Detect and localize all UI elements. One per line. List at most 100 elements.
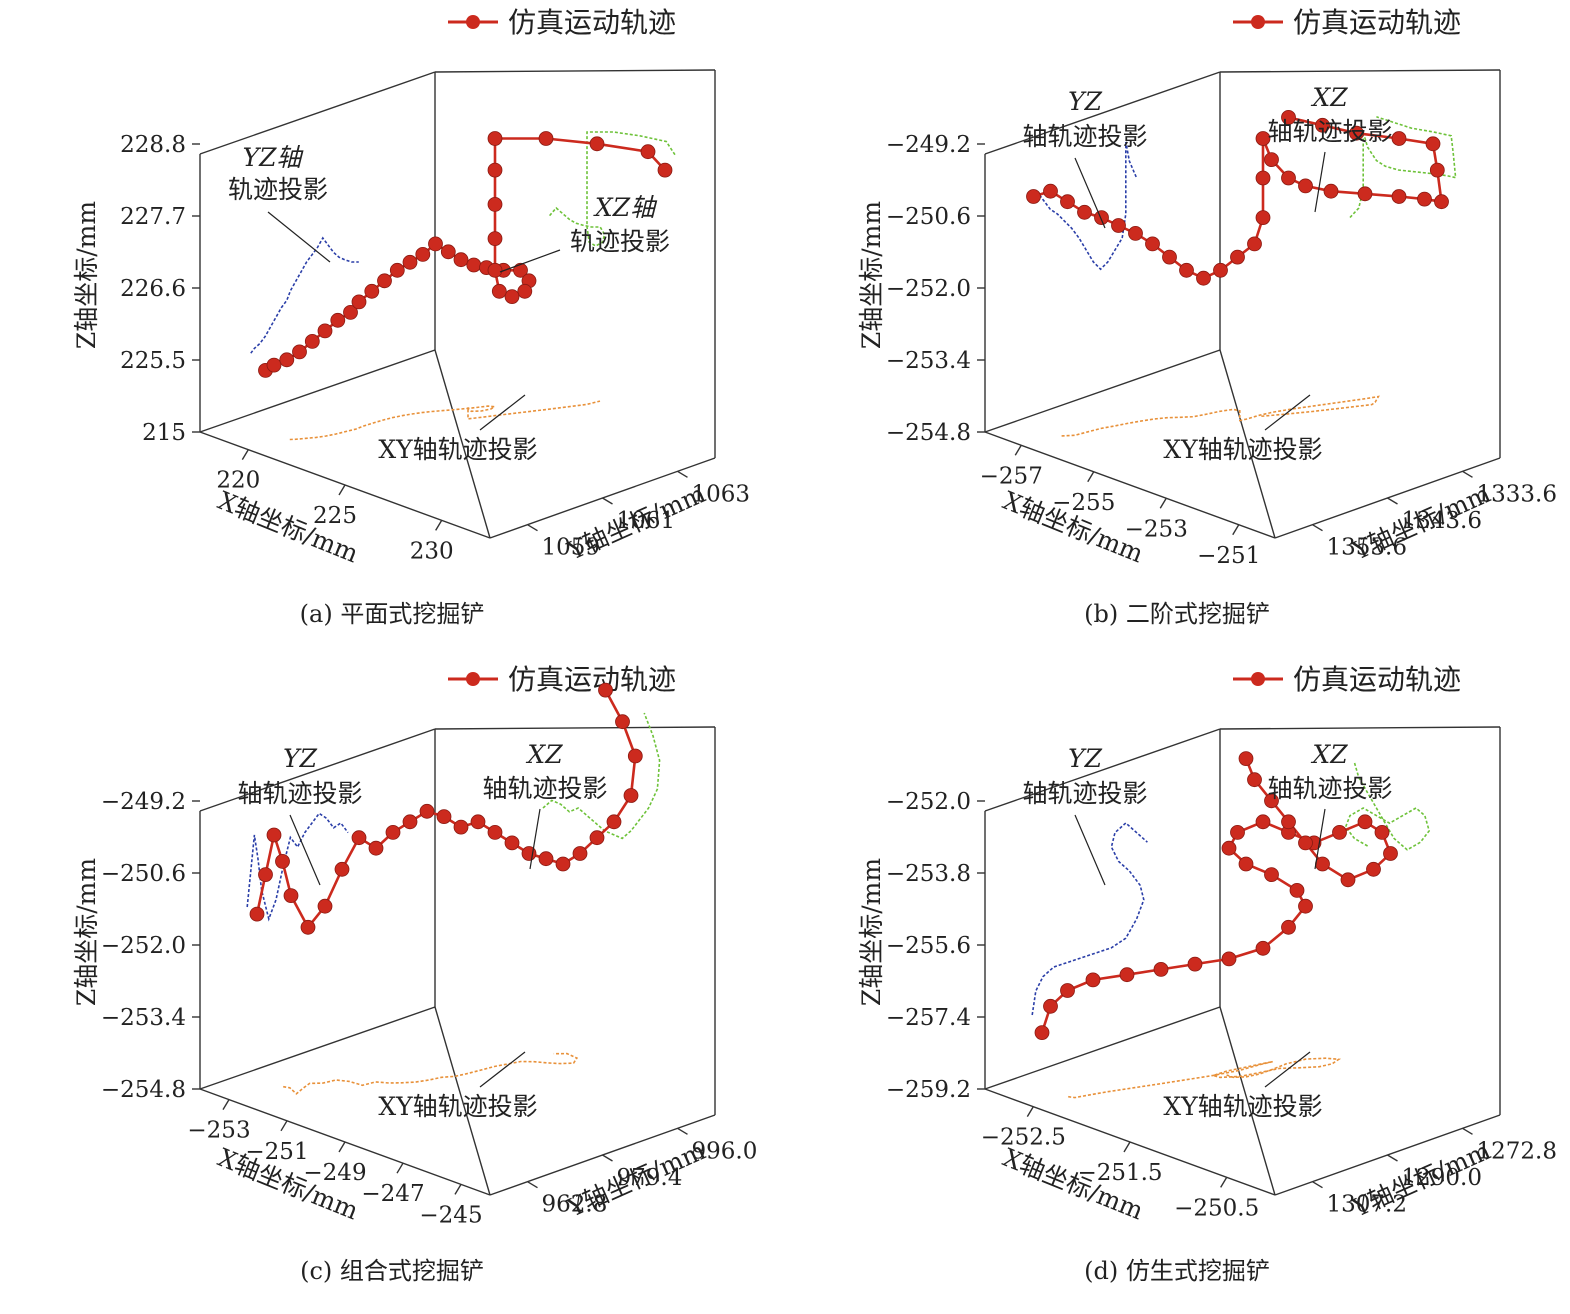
anno-xz-leader-b [1314, 151, 1326, 213]
x-tick-label-b-1: −255 [1052, 490, 1115, 516]
z-tick-label-c-2: −252.0 [101, 933, 186, 959]
x-tick-label-d-0: −252.5 [981, 1125, 1066, 1151]
anno-yz-leader-b [1074, 157, 1106, 229]
y-tick-label-d-1: 1290.0 [1402, 1165, 1482, 1191]
sim-point-c-17 [504, 835, 520, 851]
sim-point-d-7 [1221, 951, 1237, 967]
axis-line-c-4 [199, 728, 436, 812]
axis-line-d-1 [1219, 1006, 1276, 1196]
axis-line-b-0 [984, 349, 1221, 433]
sim-point-a-5 [317, 323, 333, 339]
anno-xz-2-b: 轴轨迹投影 [1267, 117, 1392, 146]
sim-point-d-21 [1374, 824, 1390, 840]
anno-xy-leader-d [1264, 1051, 1311, 1088]
z-tick-label-b-2: −252.0 [886, 276, 971, 302]
sim-point-a-32 [640, 144, 656, 160]
x-tick-d-1 [1123, 1141, 1131, 1153]
x-tick-c-2 [338, 1141, 346, 1153]
axis-line-c-0 [199, 1006, 436, 1090]
z-tick-label-c-3: −253.4 [101, 1005, 186, 1031]
y-tick-label-b-1: 1343.6 [1402, 508, 1482, 534]
y-tick-label-a-2: 1059 [542, 535, 601, 561]
sim-point-b-13 [1247, 236, 1262, 252]
z-axis-label-b: Z轴坐标/mm [857, 201, 886, 349]
sim-point-d-26 [1298, 835, 1313, 851]
sim-point-b-7 [1145, 236, 1160, 252]
y-axis-label-c: Y轴坐标/mm [562, 1136, 710, 1223]
sim-point-a-14 [428, 236, 443, 252]
y-tick-label-b-0: 1333.6 [1477, 481, 1557, 507]
anno-xy-leader-c [479, 1051, 526, 1088]
sim-point-d-13 [1238, 856, 1254, 872]
sim-point-b-11 [1213, 262, 1228, 278]
sim-trajectory-line-c [255, 689, 637, 930]
anno-yz-2-b: 轴轨迹投影 [1022, 122, 1147, 151]
sim-point-a-28 [487, 162, 503, 178]
chart-panel-b: 仿真运动轨迹 −249.2 −250.6 −252.0 −253.4 −254.8 −257… [785, 0, 1570, 657]
sim-point-c-5 [300, 919, 316, 935]
sim-point-c-16 [487, 824, 503, 840]
xy-projection-d [1068, 1057, 1342, 1099]
xz-projection-c [542, 712, 661, 840]
x-tick-b-3 [1232, 524, 1240, 536]
anno-xz-1-d: XZ [1310, 740, 1348, 769]
y-tick-b-2 [1312, 524, 1323, 532]
chart-svg-c: 仿真运动轨迹 −249.2 −250.6 −252.0 −253.4 −254.8−253… [72, 663, 757, 1285]
sim-point-a-33 [657, 162, 673, 178]
sim-point-b-1 [1043, 183, 1058, 199]
sim-point-b-25 [1429, 162, 1445, 178]
sim-point-a-26 [487, 231, 503, 247]
yz-projection-b [1028, 141, 1138, 271]
x-tick-c-4 [454, 1184, 462, 1195]
z-axis-label-c: Z轴坐标/mm [72, 858, 101, 1006]
chart-svg-a: 仿真运动轨迹 228.8 227.7 226.6 225.5 215 220 225 230 10… [72, 6, 750, 628]
xz-projection-a [548, 131, 676, 247]
anno-xz-leader-c [529, 808, 541, 870]
z-tick-label-a-0: 228.8 [120, 132, 186, 158]
anno-xz-leader-a [499, 249, 561, 273]
axis-floor-front-b [984, 431, 1276, 539]
sim-point-c-1 [258, 867, 273, 883]
sim-point-c-12 [419, 803, 435, 819]
axis-line-c-1 [434, 1006, 491, 1196]
sim-point-b-3 [1077, 204, 1092, 220]
x-tick-b-1 [1087, 471, 1095, 483]
sim-point-c-11 [402, 814, 418, 830]
y-tick-label-b-2: 1353.6 [1327, 535, 1407, 561]
z-tick-label-c-1: −250.6 [101, 861, 186, 887]
caption-b: (b) 二阶式挖掘铲 [1084, 600, 1270, 628]
anno-xy-c: XY轴轨迹投影 [378, 1092, 537, 1121]
caption-c: (c) 组合式挖掘铲 [300, 1257, 484, 1285]
sim-point-d-23 [1366, 861, 1381, 877]
legend-label-d: 仿真运动轨迹 [1293, 663, 1461, 696]
sim-point-b-10 [1196, 270, 1211, 286]
x-tick-a-0 [241, 449, 249, 461]
axis-line-b-4 [984, 71, 1221, 155]
x-tick-d-2 [1220, 1176, 1228, 1188]
anno-xz-1-a: XZ轴 [593, 193, 658, 222]
sim-point-d-16 [1255, 814, 1271, 830]
xy-projection-c [283, 1052, 579, 1095]
sim-point-d-8 [1255, 940, 1271, 956]
anno-yz-1-d: YZ [1068, 744, 1103, 773]
legend-label-b: 仿真运动轨迹 [1293, 6, 1461, 39]
y-tick-c-2 [527, 1181, 538, 1189]
sim-point-b-24 [1434, 194, 1449, 210]
z-tick-label-c-0: −249.2 [101, 789, 186, 815]
legend-marker-c [466, 672, 480, 686]
anno-xy-leader-a [479, 394, 526, 431]
anno-xz-2-d: 轴轨迹投影 [1267, 774, 1392, 803]
sim-point-b-2 [1060, 194, 1075, 210]
sim-point-c-20 [555, 856, 571, 872]
y-tick-c-0 [677, 1127, 688, 1135]
sim-point-a-11 [389, 262, 405, 278]
anno-xy-a: XY轴轨迹投影 [378, 435, 537, 464]
sim-point-c-8 [351, 830, 367, 846]
x-tick-label-b-0: −257 [980, 463, 1043, 489]
legend-marker-d [1251, 672, 1265, 686]
z-tick-label-a-1: 227.7 [120, 204, 186, 230]
sim-point-c-3 [275, 853, 290, 869]
sim-point-c-24 [623, 788, 639, 803]
anno-xz-leader-d [1314, 808, 1326, 870]
sim-point-d-22 [1383, 846, 1398, 861]
